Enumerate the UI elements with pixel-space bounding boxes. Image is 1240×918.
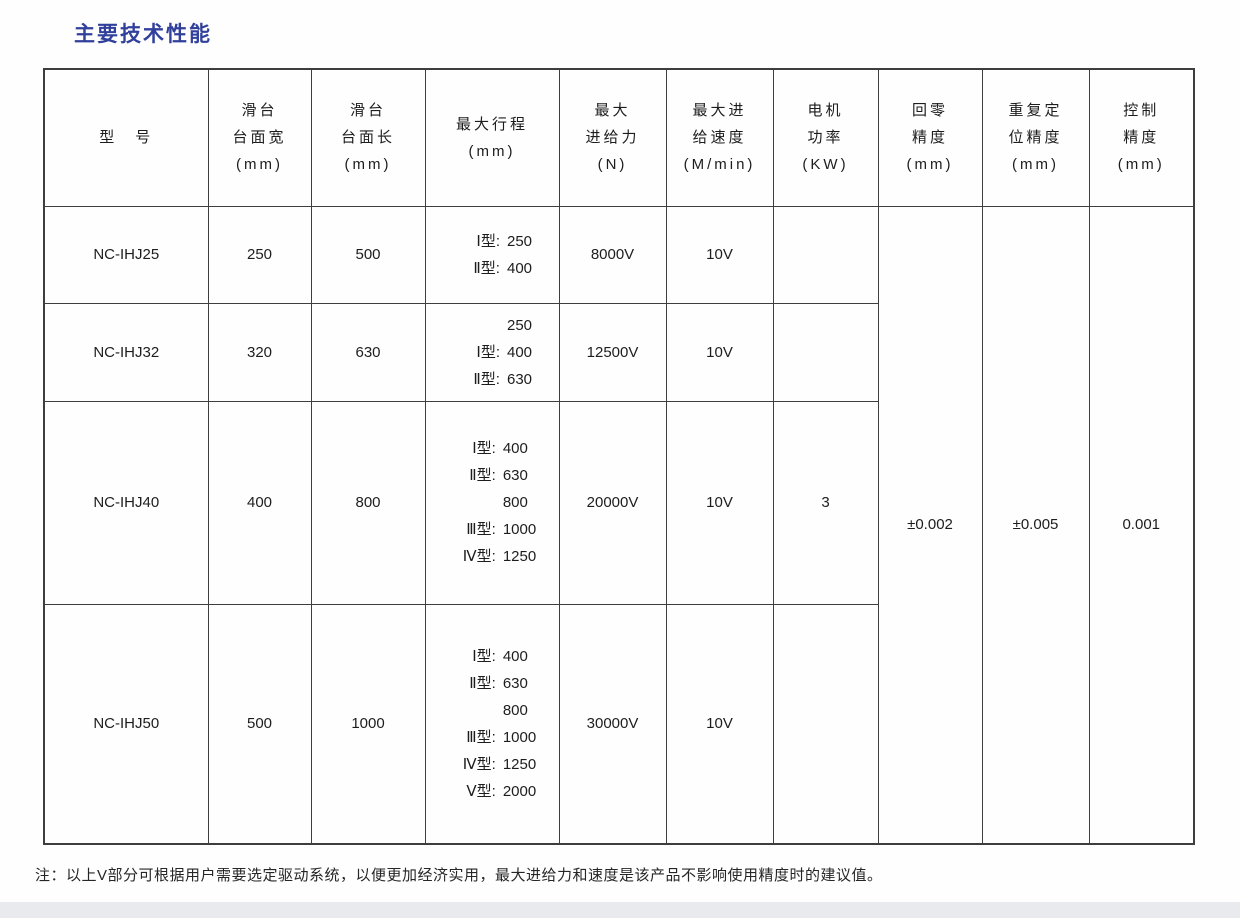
cell-model: NC-IHJ50 <box>43 603 209 845</box>
header-row: 型 号 滑台 台面宽 (mm) 滑台 台面长 (mm) 最大行程 (mm) 最大… <box>43 68 1195 207</box>
travel-line: 800 <box>502 494 528 511</box>
travel-line: Ⅰ型: 400 <box>472 647 528 665</box>
cell-max-feed-force: 8000V <box>558 205 667 304</box>
col-header-model: 型 号 <box>43 68 209 207</box>
col-header-slide-table-length: 滑台 台面长 (mm) <box>310 68 426 207</box>
col-header-motor-power: 电机 功率 (KW) <box>772 68 879 207</box>
col-header-max-feed-speed: 最大进 给速度 (M/min) <box>665 68 774 207</box>
table-row-nc-ihj50: NC-IHJ50 500 1000 Ⅰ型: 400 Ⅱ型: 630 800 Ⅲ型: 1… <box>43 603 1194 845</box>
cell-table-length: 500 <box>310 205 426 304</box>
cell-table-length: 1000 <box>310 603 426 845</box>
col-header-max-feed-force: 最大 进给力 (N) <box>558 68 667 207</box>
cell-motor-power <box>772 603 879 845</box>
travel-line: Ⅱ型: 630 <box>469 674 528 692</box>
cell-max-feed-speed: 10V <box>665 205 774 304</box>
cell-model: NC-IHJ25 <box>43 205 209 304</box>
cell-max-feed-force: 12500V <box>558 302 667 402</box>
cell-motor-power <box>772 205 879 304</box>
cell-table-length: 630 <box>310 302 426 402</box>
cell-motor-power: 3 <box>772 400 879 605</box>
travel-line: Ⅱ型: 400 <box>473 259 533 277</box>
travel-line: Ⅳ型: 1250 <box>462 755 537 773</box>
spec-table: 型 号 滑台 台面宽 (mm) 滑台 台面长 (mm) 最大行程 (mm) 最大… <box>43 68 1195 845</box>
travel-line: Ⅴ型: 2000 <box>466 782 537 800</box>
col-header-control-accuracy: 控制 精度 (mm) <box>1088 68 1195 207</box>
travel-line: Ⅰ型: 400 <box>472 440 528 457</box>
cell-max-feed-speed: 10V <box>665 400 774 605</box>
cell-table-width: 250 <box>207 205 312 304</box>
travel-line: Ⅳ型: 1250 <box>462 548 537 565</box>
cell-max-feed-speed: 10V <box>665 302 774 402</box>
cell-control-accuracy: 0.001 <box>1088 205 1195 845</box>
col-header-slide-table-width: 滑台 台面宽 (mm) <box>207 68 312 207</box>
cell-table-width: 500 <box>207 603 312 845</box>
cell-model: NC-IHJ32 <box>43 302 209 402</box>
travel-line: Ⅰ型: 400 <box>476 343 533 361</box>
travel-line: Ⅲ型: 1000 <box>466 728 537 746</box>
cell-max-travel: 250 Ⅰ型: 400 Ⅱ型: 630 <box>424 302 560 402</box>
cell-max-travel: Ⅰ型: 400 Ⅱ型: 630 800 Ⅲ型: 1000 Ⅳ型: 1250 Ⅴ型: 200… <box>424 603 560 845</box>
cell-zero-return-accuracy: ±0.002 <box>877 205 983 845</box>
cell-max-travel: Ⅰ型: 250 Ⅱ型: 400 <box>424 205 560 304</box>
col-header-zero-return-accuracy: 回零 精度 (mm) <box>877 68 983 207</box>
cell-max-feed-speed: 10V <box>665 603 774 845</box>
cell-repeat-positioning-accuracy: ±0.005 <box>981 205 1090 845</box>
travel-line: Ⅱ型: 630 <box>473 370 533 388</box>
travel-line: Ⅲ型: 1000 <box>466 521 537 538</box>
cell-table-length: 800 <box>310 400 426 605</box>
table-row-nc-ihj40: NC-IHJ40 400 800 Ⅰ型: 400 Ⅱ型: 630 800 Ⅲ型: 10… <box>43 400 1194 605</box>
footnote: 注：以上V部分可根据用户需要选定驱动系统，以便更加经济实用，最大进给力和速度是该… <box>35 867 883 884</box>
table-row-nc-ihj25: NC-IHJ25 250 500 Ⅰ型: 250 Ⅱ型: 400 8000V 10V… <box>43 205 1195 845</box>
cell-max-feed-force: 20000V <box>558 400 667 605</box>
travel-line: Ⅱ型: 630 <box>469 467 528 484</box>
cell-motor-power <box>772 302 879 402</box>
travel-line: 250 <box>506 316 533 334</box>
cell-max-feed-force: 30000V <box>558 603 667 845</box>
cell-model: NC-IHJ40 <box>43 400 209 605</box>
col-header-max-travel: 最大行程 (mm) <box>424 68 560 207</box>
page-title: 主要技术性能 <box>74 23 212 46</box>
travel-line: Ⅰ型: 250 <box>476 232 533 250</box>
col-header-repeat-positioning-accuracy: 重复定 位精度 (mm) <box>981 68 1090 207</box>
table-row-nc-ihj32: NC-IHJ32 320 630 250 Ⅰ型: 400 Ⅱ型: 630 12500… <box>43 302 1194 402</box>
travel-line: 800 <box>502 701 528 719</box>
cell-max-travel: Ⅰ型: 400 Ⅱ型: 630 800 Ⅲ型: 1000 Ⅳ型: 1250 <box>424 400 560 605</box>
cell-table-width: 320 <box>207 302 312 402</box>
cell-table-width: 400 <box>207 400 312 605</box>
bottom-page-band <box>0 902 1240 918</box>
